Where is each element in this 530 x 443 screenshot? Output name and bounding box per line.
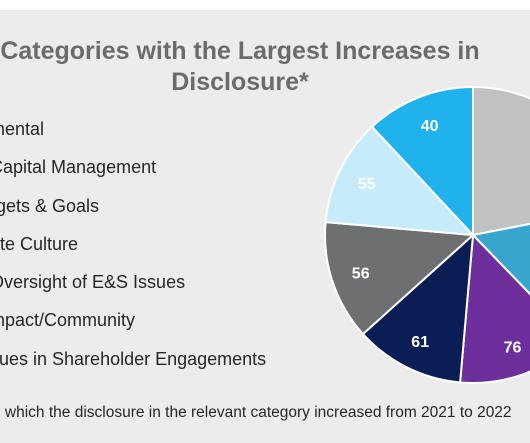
pie-chart: 76 61 56 55 40 <box>324 85 530 384</box>
legend-item: sues in Shareholder Engagements <box>0 348 267 369</box>
legend-item: Oversight of E&S Issues <box>0 272 186 293</box>
chart-title: Categories with the Largest Increases in… <box>0 37 480 96</box>
slice-value-label: 76 <box>504 340 522 357</box>
pie-slice <box>472 85 530 237</box>
pie-slice <box>324 221 476 336</box>
pie-slice <box>361 232 475 384</box>
pie-slice <box>471 222 530 296</box>
footnote: n which the disclosure in the relevant c… <box>0 404 512 421</box>
slice-value-label: 55 <box>358 176 376 193</box>
pie-slice <box>370 85 474 238</box>
legend-item: Capital Management <box>0 157 157 178</box>
chart-slide: Categories with the Largest Increases in… <box>0 10 530 443</box>
slice-value-label: 61 <box>411 334 429 351</box>
slice-value-label: 40 <box>421 118 439 135</box>
legend: mental Capital Management rgets & Goals … <box>0 110 320 378</box>
pie-slice <box>324 125 476 237</box>
slice-value-label: 56 <box>352 266 370 283</box>
pie-slice <box>459 232 530 384</box>
legend-item: mpact/Community <box>0 310 136 331</box>
legend-item: ate Culture <box>0 233 79 254</box>
legend-item: rgets & Goals <box>0 195 100 216</box>
legend-item: mental <box>0 119 45 139</box>
